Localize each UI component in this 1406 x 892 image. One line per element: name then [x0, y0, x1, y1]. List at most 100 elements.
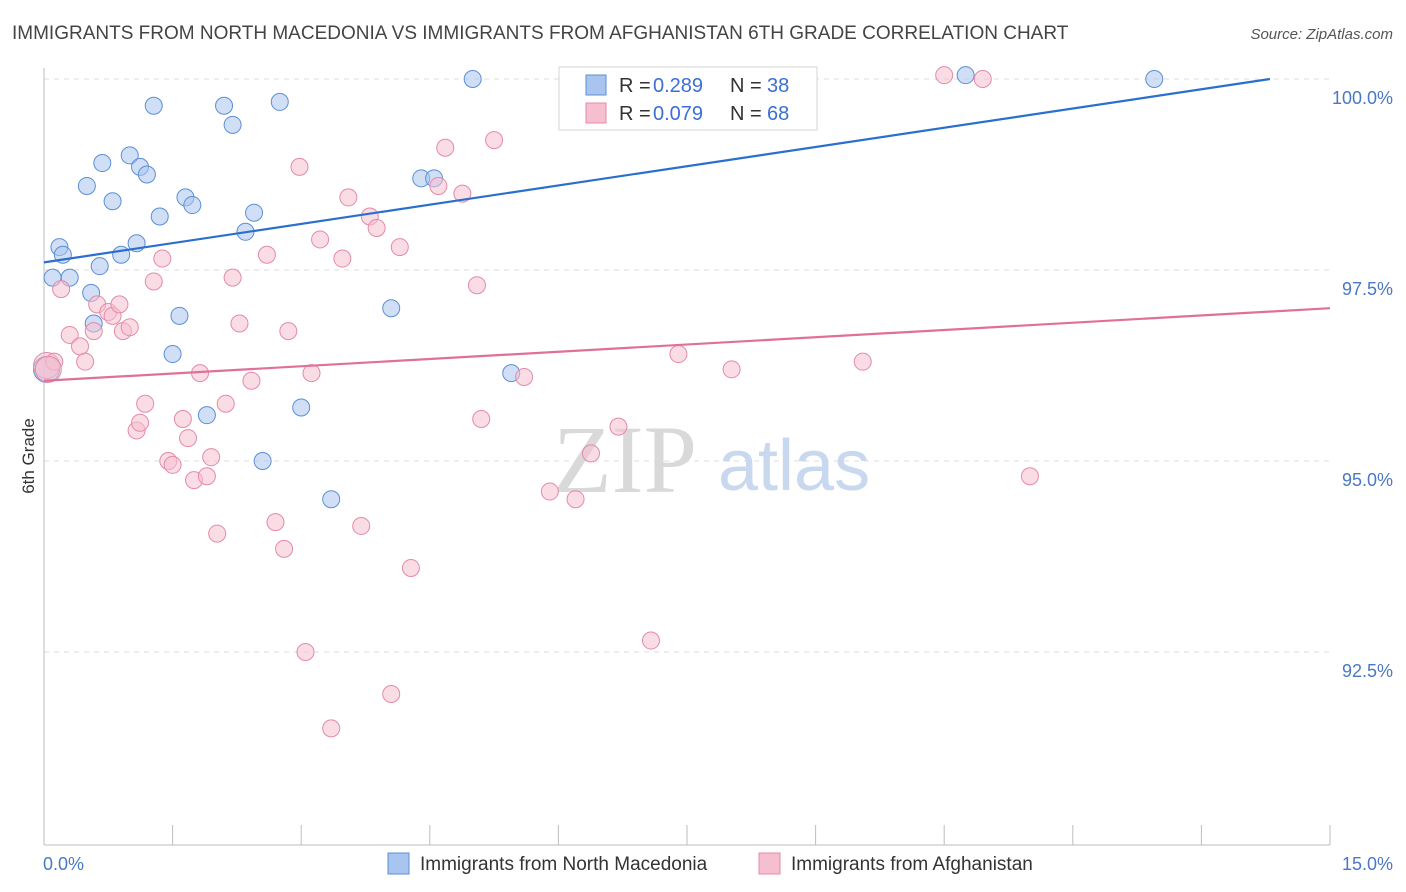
source-text: Source: ZipAtlas.com [1250, 26, 1393, 43]
data-point-north-macedonia-29 [292, 398, 311, 417]
x-tick-label-1: 15.0% [1342, 854, 1393, 874]
data-point-afghanistan-17 [153, 249, 172, 268]
data-point-north-macedonia-34 [463, 70, 482, 88]
y-tick-label-0: 100.0% [1332, 88, 1393, 108]
data-point-afghanistan-16 [144, 272, 163, 291]
data-point-afghanistan-39 [322, 719, 341, 738]
stats-legend-n-label-blue: N = [730, 75, 762, 97]
chart-title: IMMIGRANTS FROM NORTH MACEDONIA VS IMMIG… [12, 23, 1069, 44]
trend-lines [43, 77, 1331, 382]
data-point-afghanistan-40 [333, 249, 352, 268]
y-tick-label-1: 97.5% [1342, 279, 1393, 299]
data-point-afghanistan-30 [242, 371, 261, 390]
x-tick-labels: 0.0% 15.0% [43, 854, 1393, 874]
stats-legend-r-label-pink: R = [619, 103, 651, 125]
data-point-afghanistan-33 [275, 539, 294, 558]
data-point-afghanistan-67 [34, 355, 62, 383]
data-point-afghanistan-12 [120, 318, 139, 337]
data-point-afghanistan-29 [230, 314, 249, 333]
data-point-afghanistan-10 [110, 295, 129, 314]
stats-legend-swatch-blue [585, 74, 607, 96]
trend-line-north-macedonia [43, 77, 1271, 264]
data-point-north-macedonia-17 [150, 207, 169, 226]
data-point-north-macedonia-22 [197, 406, 216, 425]
data-point-afghanistan-45 [382, 685, 401, 704]
stats-legend-n-value-blue: 38 [767, 75, 789, 97]
data-point-north-macedonia-26 [245, 203, 264, 222]
data-point-afghanistan-65 [973, 70, 992, 88]
data-point-afghanistan-57 [581, 444, 600, 463]
series-legend: Immigrants from North Macedonia Immigran… [387, 852, 1033, 875]
data-point-afghanistan-60 [669, 345, 688, 364]
data-point-north-macedonia-18 [163, 345, 182, 364]
series-points-1 [33, 66, 1039, 738]
series-legend-swatch-afghanistan [758, 852, 781, 875]
data-point-north-macedonia-19 [170, 306, 189, 325]
data-point-afghanistan-49 [436, 138, 455, 157]
stats-legend-r-value-pink: 0.079 [653, 103, 703, 125]
y-axis-label: 6th Grade [19, 418, 38, 494]
y-tick-labels: 100.0% 97.5% 95.0% 92.5% [1332, 88, 1393, 681]
data-point-north-macedonia-15 [137, 165, 156, 184]
x-tick-label-0: 0.0% [43, 854, 84, 874]
data-point-afghanistan-37 [302, 364, 321, 383]
data-point-north-macedonia-5 [77, 176, 96, 195]
data-point-north-macedonia-31 [382, 299, 401, 318]
axes [43, 68, 1331, 846]
stats-legend: R = 0.289 N = 38 R = 0.079 N = 68 [558, 66, 818, 131]
stats-legend-swatch-pink [585, 102, 607, 124]
stats-legend-r-value-blue: 0.289 [653, 75, 703, 97]
data-point-afghanistan-61 [722, 360, 741, 379]
data-point-north-macedonia-10 [103, 192, 122, 211]
data-point-north-macedonia-9 [90, 257, 109, 276]
data-point-afghanistan-31 [257, 245, 276, 264]
data-point-afghanistan-48 [429, 176, 448, 195]
data-point-afghanistan-66 [1020, 467, 1039, 486]
data-point-north-macedonia-12 [120, 146, 139, 165]
data-point-afghanistan-24 [197, 467, 216, 486]
data-point-north-macedonia-23 [215, 96, 234, 115]
data-point-afghanistan-25 [202, 448, 221, 467]
data-point-afghanistan-27 [216, 394, 235, 413]
data-point-afghanistan-42 [352, 516, 371, 535]
data-point-afghanistan-41 [339, 188, 358, 207]
data-point-north-macedonia-8 [93, 154, 112, 173]
watermark-atlas: atlas [718, 426, 870, 506]
series-legend-label-north-macedonia: Immigrants from North Macedonia [420, 854, 708, 875]
data-point-north-macedonia-30 [322, 490, 341, 509]
grid-lines [44, 78, 1332, 653]
data-point-north-macedonia-27 [253, 452, 272, 470]
data-point-afghanistan-56 [566, 490, 585, 509]
scatter-points [33, 66, 1164, 738]
data-point-afghanistan-59 [641, 631, 660, 650]
data-point-afghanistan-32 [266, 513, 285, 532]
stats-legend-r-label-blue: R = [619, 75, 651, 97]
data-point-afghanistan-2 [52, 280, 71, 299]
stats-legend-n-label-pink: N = [730, 103, 762, 125]
data-point-afghanistan-5 [76, 352, 95, 371]
data-point-north-macedonia-16 [144, 96, 163, 115]
data-point-afghanistan-36 [296, 643, 315, 661]
data-point-afghanistan-53 [485, 131, 504, 150]
data-point-north-macedonia-11 [112, 245, 131, 264]
data-point-afghanistan-21 [179, 429, 198, 448]
data-point-afghanistan-19 [163, 455, 182, 474]
data-point-afghanistan-20 [173, 409, 192, 428]
data-point-afghanistan-44 [367, 218, 386, 237]
data-point-afghanistan-6 [84, 322, 103, 341]
data-point-afghanistan-35 [290, 157, 309, 176]
stats-legend-n-value-pink: 68 [767, 103, 789, 125]
data-point-afghanistan-55 [540, 482, 559, 501]
data-point-afghanistan-4 [71, 337, 90, 356]
data-point-afghanistan-51 [467, 276, 486, 295]
data-point-north-macedonia-37 [1145, 70, 1164, 88]
data-point-afghanistan-54 [515, 367, 534, 386]
watermark: ZIP atlas [553, 406, 870, 513]
data-point-afghanistan-14 [131, 413, 150, 432]
trend-line-afghanistan [43, 307, 1331, 382]
data-point-afghanistan-58 [609, 417, 628, 436]
data-point-north-macedonia-36 [956, 66, 975, 85]
data-point-afghanistan-46 [390, 238, 409, 257]
data-point-afghanistan-34 [279, 322, 298, 341]
